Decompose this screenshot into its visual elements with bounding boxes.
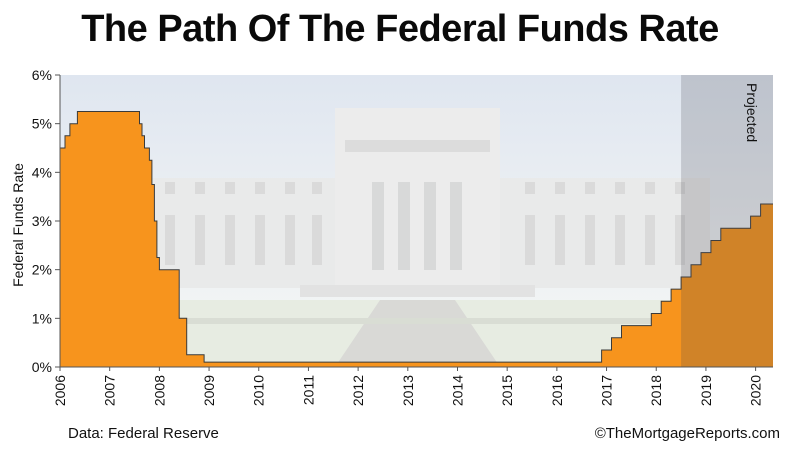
x-tick-label: 2009 xyxy=(201,375,217,406)
y-tick-label: 0% xyxy=(32,359,52,375)
rate-area-fill xyxy=(60,111,773,367)
data-source-note: Data: Federal Reserve xyxy=(68,425,219,442)
x-tick-label: 2011 xyxy=(300,375,316,405)
x-tick-label: 2017 xyxy=(599,375,615,406)
x-tick-label: 2020 xyxy=(748,375,764,406)
copyright-note: ©TheMortgageReports.com xyxy=(594,425,780,442)
x-tick-label: 2016 xyxy=(549,375,565,406)
x-tick-label: 2013 xyxy=(400,375,416,406)
x-axis-ticks: 2006 2007 2008 2009 2010 2011 2012 2013 2014 2015… xyxy=(52,367,764,406)
x-tick-label: 2012 xyxy=(350,375,366,406)
y-tick-label: 3% xyxy=(32,213,52,229)
x-tick-label: 2015 xyxy=(499,375,515,406)
chart-title: The Path Of The Federal Funds Rate xyxy=(81,8,719,50)
x-tick-label: 2014 xyxy=(449,375,465,406)
y-tick-label: 2% xyxy=(32,262,52,278)
x-tick-label: 2007 xyxy=(102,375,118,406)
x-tick-label: 2010 xyxy=(251,375,267,406)
y-tick-label: 1% xyxy=(32,310,52,326)
y-tick-label: 5% xyxy=(32,116,52,132)
federal-reserve-building-photo xyxy=(60,75,773,367)
y-axis-ticks: 0% 1% 2% 3% 4% 5% 6% xyxy=(32,67,60,375)
x-tick-label: 2008 xyxy=(151,375,167,406)
y-tick-label: 6% xyxy=(32,67,52,83)
y-tick-label: 4% xyxy=(32,164,52,180)
rate-line xyxy=(60,111,773,363)
x-tick-label: 2018 xyxy=(648,375,664,406)
projection-shade xyxy=(681,75,773,367)
projection-label: Projected xyxy=(744,83,760,142)
x-tick-label: 2006 xyxy=(52,375,68,406)
x-tick-label: 2019 xyxy=(698,375,714,406)
